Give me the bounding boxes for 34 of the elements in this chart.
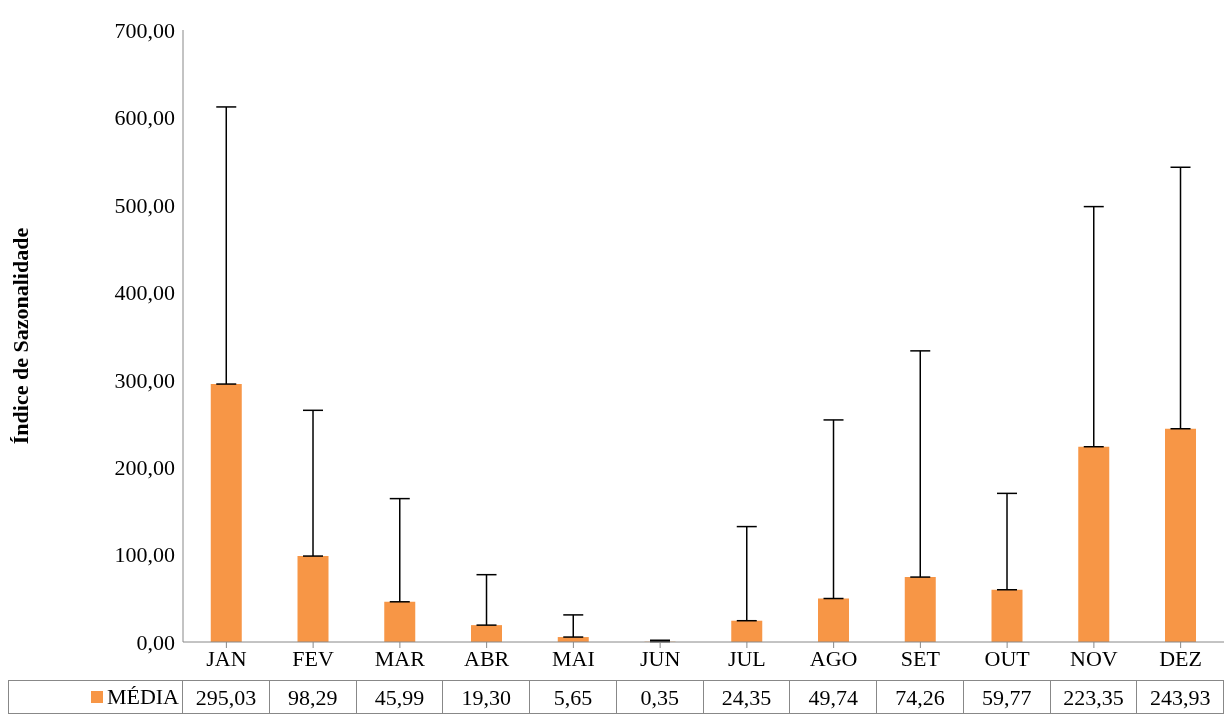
y-tick-label: 300,00: [114, 367, 175, 393]
data-label: 19,30: [443, 680, 530, 714]
x-tick-label: MAI: [551, 645, 595, 671]
data-label: 49,74: [790, 680, 877, 714]
y-tick-label: 100,00: [114, 542, 175, 568]
data-label: 45,99: [356, 680, 444, 714]
y-tick-label: 0,00: [136, 629, 175, 655]
y-tick-label: 200,00: [114, 454, 175, 480]
x-tick-label: DEZ: [1159, 645, 1203, 671]
x-tick-label: MAR: [374, 645, 426, 671]
x-tick-label: AGO: [809, 645, 858, 671]
data-label: 5,65: [530, 680, 617, 714]
data-label: 74,26: [877, 680, 964, 714]
x-tick-label: JUN: [639, 645, 681, 671]
y-tick-label: 400,00: [114, 280, 175, 306]
data-label: 0,35: [616, 680, 704, 714]
data-label: 243,93: [1137, 680, 1224, 714]
y-axis-title: Índice de Sazonalidade: [7, 227, 33, 445]
x-tick-label: SET: [900, 645, 941, 671]
x-tick-label: JUL: [727, 645, 766, 671]
data-label: 59,77: [963, 680, 1051, 714]
y-tick-label: 700,00: [114, 17, 175, 43]
x-tick-label: FEV: [292, 645, 335, 671]
data-label: 98,29: [269, 680, 357, 714]
x-tick-label: NOV: [1070, 645, 1118, 671]
data-label: 295,03: [183, 680, 270, 714]
legend-label: MÉDIA: [106, 684, 179, 710]
data-label: 24,35: [703, 680, 791, 714]
y-tick-label: 500,00: [114, 192, 175, 218]
x-tick-label: JAN: [206, 645, 247, 671]
x-tick-label: OUT: [984, 645, 1031, 671]
x-tick-label: ABR: [464, 645, 510, 671]
data-label: 223,35: [1050, 680, 1138, 714]
y-tick-label: 600,00: [114, 105, 175, 131]
